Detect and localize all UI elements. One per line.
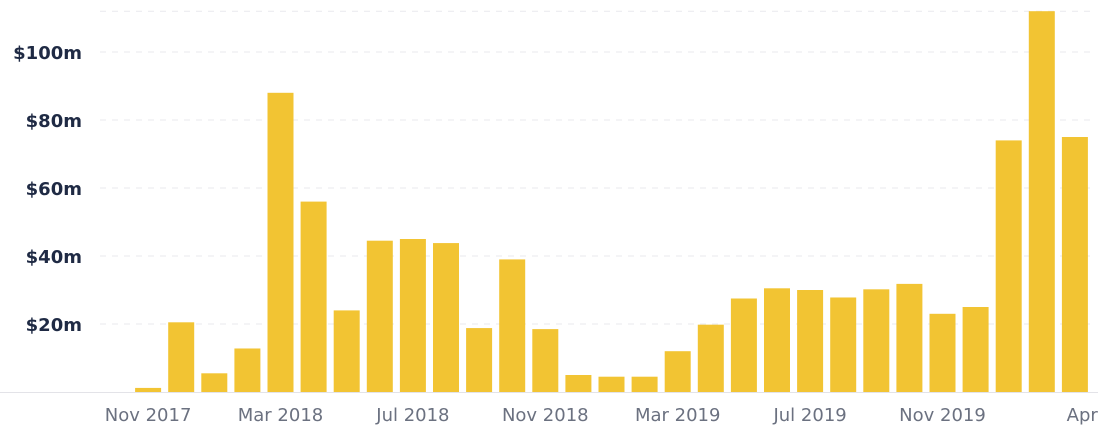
bar: Jul 2018: 45 bbox=[399, 239, 426, 392]
bar: Dec 2018: 5 bbox=[565, 375, 592, 392]
bar: Oct 2018: 39 bbox=[499, 259, 526, 392]
bar: Jun 2019: 30.5 bbox=[764, 288, 790, 392]
x-tick-label: Nov 2018 bbox=[502, 405, 589, 426]
bar: Aug 2019: 27.8 bbox=[830, 297, 857, 392]
bar: Dec 2019: 25 bbox=[962, 307, 989, 392]
bar: Feb 2019: 4.5 bbox=[631, 376, 658, 392]
bar: Jul 2019: 30 bbox=[797, 290, 824, 392]
bar: Mar 2020: 75 bbox=[1061, 137, 1088, 392]
bar: Nov 2017: 1.2 bbox=[135, 387, 162, 392]
bar: Jun 2018: 44.5 bbox=[366, 240, 393, 392]
x-tick-label: Mar 2018 bbox=[238, 405, 324, 426]
x-tick-label: Apr 2020 bbox=[1067, 405, 1098, 426]
bar: Feb 2020: 112 bbox=[1028, 11, 1055, 392]
bar: May 2018: 24 bbox=[333, 310, 360, 392]
bars: Nov 2017: 1.2 Dec 2017: 20.5 Jan 2018: 5.5… bbox=[135, 11, 1088, 393]
bar: Sep 2019: 30.2 bbox=[863, 289, 890, 392]
bar: Jan 2019: 4.5 bbox=[598, 376, 625, 392]
x-tick-label: Jul 2019 bbox=[772, 405, 846, 426]
bar: Sep 2018: 18.8 bbox=[466, 328, 493, 392]
y-tick-label: $40m bbox=[26, 247, 82, 268]
y-tick-label: $60m bbox=[26, 179, 82, 200]
grid-lines bbox=[0, 10, 1098, 393]
bar: Feb 2018: 12.8 bbox=[234, 348, 261, 392]
bar: Apr 2018: 56 bbox=[300, 201, 327, 392]
x-tick-label: Jul 2018 bbox=[375, 405, 449, 426]
bar: Apr 2019: 19.8 bbox=[697, 324, 724, 392]
x-tick-label: Nov 2017 bbox=[105, 405, 192, 426]
x-tick-label: Nov 2019 bbox=[899, 405, 986, 426]
x-tick-label: Mar 2019 bbox=[635, 405, 721, 426]
bar: Nov 2019: 23 bbox=[929, 313, 956, 392]
x-axis-ticks: Nov 2017 Mar 2018 Jul 2018 Nov 2018 Mar 2019… bbox=[105, 405, 1098, 426]
y-tick-label: $80m bbox=[26, 111, 82, 132]
y-axis-ticks: $20m $40m $60m $80m $100m bbox=[13, 43, 82, 336]
bar: Jan 2018: 5.5 bbox=[201, 373, 228, 392]
y-tick-label: $20m bbox=[26, 315, 82, 336]
y-tick-label: $100m bbox=[13, 43, 82, 64]
bar: Jan 2020: 74 bbox=[995, 140, 1022, 392]
bar: Nov 2018: 18.5 bbox=[532, 329, 559, 392]
bar: Dec 2017: 20.5 bbox=[168, 322, 195, 392]
bar: Mar 2018: 88 bbox=[267, 92, 294, 393]
bar: Mar 2019: 12 bbox=[664, 351, 691, 392]
bar: May 2019: 27.5 bbox=[730, 298, 757, 392]
bar: Oct 2019: 31.8 bbox=[896, 283, 923, 392]
bar: Aug 2018: 43.8 bbox=[433, 243, 459, 392]
